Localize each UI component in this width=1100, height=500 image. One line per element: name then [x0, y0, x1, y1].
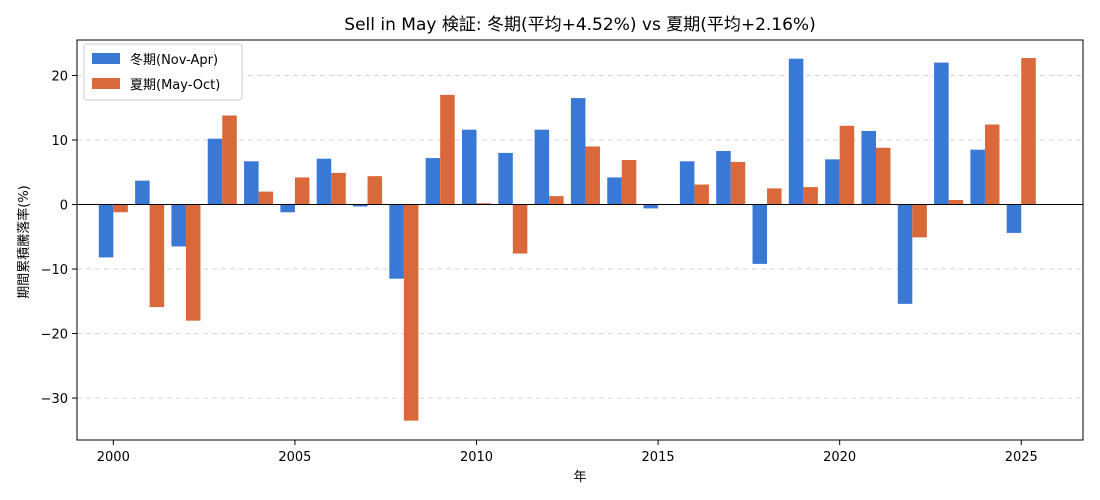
bar-summer-2023	[948, 200, 964, 205]
bar-summer-2007	[367, 176, 383, 205]
bar-winter-2004	[244, 161, 259, 205]
x-axis-label: 年	[573, 470, 586, 485]
y-tick-label: 0	[60, 199, 68, 214]
bar-summer-2024	[984, 124, 1000, 205]
bar-summer-2010	[476, 203, 492, 205]
x-tick-label: 2005	[278, 450, 311, 465]
bar-summer-2017	[730, 161, 746, 205]
bar-winter-2017	[716, 150, 731, 205]
x-tick-label: 2025	[1005, 450, 1038, 465]
bar-winter-2018	[752, 204, 768, 264]
bar-summer-2014	[621, 160, 637, 205]
bar-winter-2014	[607, 177, 622, 205]
bar-summer-2012	[549, 196, 564, 205]
bar-winter-2001	[135, 180, 150, 205]
chart-title: Sell in May 検証: 冬期(平均+4.52%) vs 夏期(平均+2.…	[344, 15, 815, 35]
y-tick-label: −20	[41, 328, 68, 343]
legend-swatch-summer	[92, 78, 120, 89]
bar-winter-2013	[570, 98, 586, 205]
y-tick-label: 10	[51, 134, 68, 149]
bar-summer-2006	[331, 172, 346, 205]
bar-winter-2024	[970, 149, 985, 205]
bar-winter-2015	[643, 204, 659, 209]
bar-winter-2025	[1006, 204, 1022, 233]
legend: 冬期(Nov-Apr) 夏期(May-Oct)	[83, 43, 243, 101]
bar-summer-2001	[149, 204, 165, 308]
bar-summer-2002	[185, 204, 201, 321]
bar-summer-2004	[258, 191, 274, 205]
bar-summer-2011	[512, 204, 528, 254]
legend-swatch-winter	[92, 53, 120, 64]
legend-box	[83, 43, 243, 101]
bar-winter-2003	[207, 138, 223, 205]
legend-label-summer: 夏期(May-Oct)	[130, 78, 220, 93]
bar-winter-2019	[788, 58, 804, 205]
bar-summer-2005	[294, 177, 310, 205]
x-tick-label: 2010	[460, 450, 493, 465]
bar-summer-2009	[440, 94, 455, 205]
bar-winter-2021	[861, 130, 876, 205]
legend-label-winter: 冬期(Nov-Apr)	[130, 52, 218, 68]
bar-winter-2020	[825, 159, 840, 205]
bars	[98, 58, 1036, 421]
bar-winter-2006	[316, 158, 332, 205]
bar-winter-2002	[171, 204, 186, 247]
bar-winter-2023	[934, 62, 949, 205]
y-axis-label: 期間累積騰落率(%)	[16, 185, 32, 299]
bar-summer-2016	[694, 184, 709, 205]
y-axis-ticks: −30 −20 −10 0 10 20	[41, 69, 77, 407]
bar-winter-2007	[353, 204, 368, 207]
bar-summer-2021	[875, 147, 891, 205]
bar-winter-2010	[461, 129, 477, 205]
x-tick-label: 2000	[97, 450, 130, 465]
bar-summer-2019	[803, 187, 818, 205]
bar-winter-2012	[534, 129, 550, 205]
bar-summer-2025	[1021, 58, 1036, 205]
x-tick-label: 2015	[642, 450, 675, 465]
bar-winter-2008	[389, 204, 404, 279]
bar-winter-2009	[425, 158, 441, 205]
x-tick-label: 2020	[823, 450, 856, 465]
bar-winter-2016	[679, 161, 695, 205]
bar-summer-2022	[912, 204, 927, 238]
y-tick-label: 20	[51, 69, 68, 84]
x-axis-ticks: 2000 2005 2010 2015 2020 2025	[97, 440, 1038, 465]
bar-summer-2003	[222, 115, 237, 205]
bar-winter-2005	[280, 204, 295, 213]
bar-summer-2020	[839, 125, 855, 205]
plot-frame	[76, 39, 1084, 441]
bar-winter-2000	[98, 204, 114, 258]
bar-winter-2011	[498, 152, 513, 205]
y-tick-label: −10	[41, 263, 68, 278]
bar-winter-2022	[897, 204, 913, 304]
bar-summer-2008	[403, 204, 419, 421]
y-tick-label: −30	[41, 392, 68, 407]
bar-summer-2013	[585, 146, 600, 205]
bar-summer-2018	[767, 188, 782, 205]
bar-summer-2000	[113, 204, 128, 213]
